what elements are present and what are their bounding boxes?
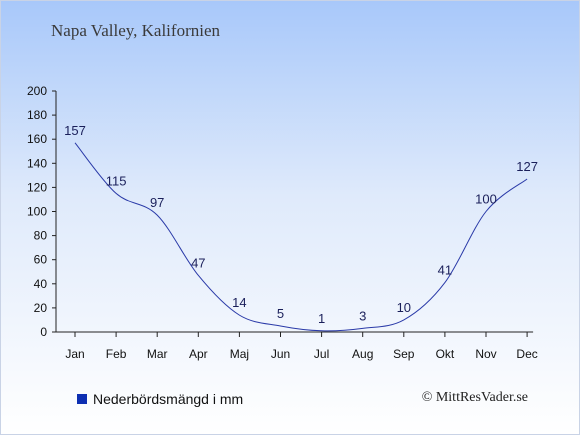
x-tick-label: Sep xyxy=(393,347,415,361)
y-tick-label: 200 xyxy=(27,84,47,98)
y-tick-label: 20 xyxy=(34,301,48,315)
y-tick-label: 40 xyxy=(34,277,48,291)
y-tick-label: 100 xyxy=(27,205,47,219)
series-line xyxy=(74,142,528,332)
y-tick-label: 80 xyxy=(34,229,48,243)
data-label: 3 xyxy=(359,308,366,323)
data-label: 115 xyxy=(106,173,127,188)
y-tick-label: 60 xyxy=(34,253,48,267)
legend-label: Nederbördsmängd i mm xyxy=(93,391,244,407)
y-tick-label: 0 xyxy=(40,325,47,339)
y-tick-label: 120 xyxy=(27,180,47,194)
x-tick-label: Jul xyxy=(314,347,329,361)
y-tick-label: 140 xyxy=(27,156,47,170)
data-label: 1 xyxy=(318,311,325,326)
x-tick-label: Feb xyxy=(106,347,127,361)
data-label: 100 xyxy=(475,192,497,207)
y-tick-label: 180 xyxy=(27,108,47,122)
x-tick-label: Dec xyxy=(516,347,537,361)
legend: Nederbördsmängd i mm xyxy=(77,391,243,407)
x-tick-label: Apr xyxy=(189,347,208,361)
data-label: 41 xyxy=(438,263,452,278)
x-tick-label: Aug xyxy=(352,347,373,361)
data-label: 5 xyxy=(277,306,284,321)
data-label: 127 xyxy=(516,159,538,174)
data-label: 14 xyxy=(232,295,246,310)
credit-text: © MittResVader.se xyxy=(421,390,528,405)
data-label: 10 xyxy=(397,300,411,315)
legend-swatch xyxy=(77,394,87,404)
data-label: 97 xyxy=(150,195,164,210)
x-tick-label: Maj xyxy=(230,347,249,361)
data-label: 157 xyxy=(64,123,86,138)
x-tick-label: Nov xyxy=(475,347,496,361)
chart-title: Napa Valley, Kalifornien xyxy=(51,21,220,40)
x-tick-label: Mar xyxy=(147,347,168,361)
data-label: 47 xyxy=(191,255,205,270)
x-tick-label: Okt xyxy=(436,347,455,361)
x-tick-label: Jan xyxy=(65,347,84,361)
y-tick-label: 160 xyxy=(27,132,47,146)
x-tick-label: Jun xyxy=(271,347,290,361)
